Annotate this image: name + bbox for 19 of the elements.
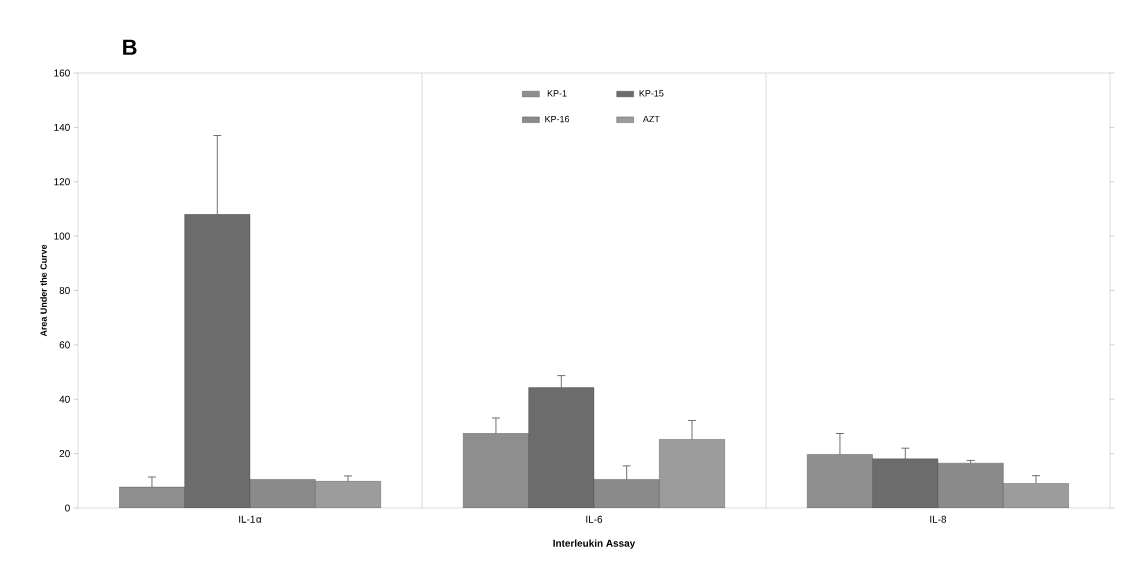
x-tick-label: IL-1α: [239, 515, 262, 523]
y-tick-label: 40: [59, 395, 70, 403]
y-tick-label: 80: [59, 286, 70, 295]
x-tick-label: IL-6: [586, 515, 603, 523]
legend-label: KP-15: [639, 90, 664, 97]
y-tick-label: 0: [65, 504, 70, 512]
x-axis-title: Interleukin Assay: [553, 539, 636, 549]
y-tick-label: 120: [54, 178, 70, 186]
y-tick-label: 140: [54, 123, 70, 131]
legend-label: KP-16: [545, 115, 570, 123]
y-tick-label: 100: [54, 232, 70, 240]
legend-label: AZT: [642, 115, 660, 123]
legend-label: KP-1: [547, 90, 567, 97]
chart-title: B: [123, 39, 137, 55]
y-tick-label: 60: [59, 341, 70, 349]
y-axis-title: Area Under the Curve: [40, 244, 47, 337]
y-tick-label: 160: [54, 69, 70, 77]
x-tick-label: IL-8: [930, 515, 947, 523]
y-tick-label: 20: [59, 450, 70, 458]
